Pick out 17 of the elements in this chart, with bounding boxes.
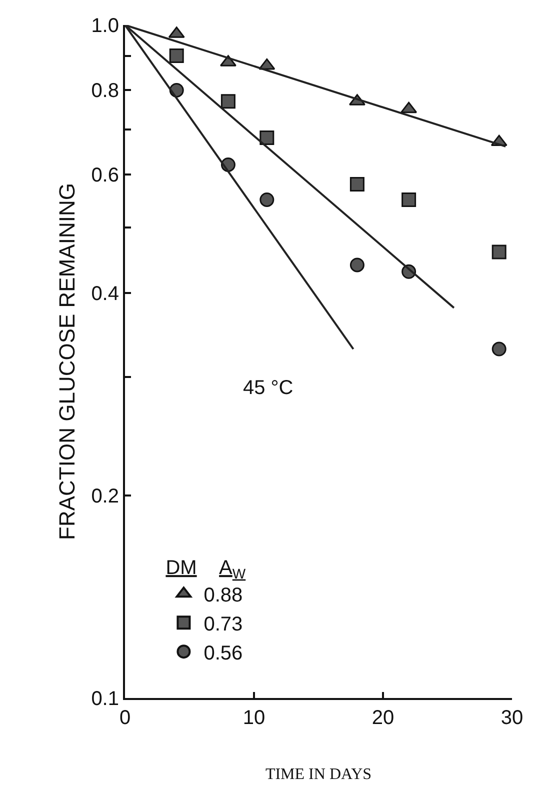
y-tick-label: 0.2: [91, 485, 119, 508]
x-tick-label: 0: [119, 707, 131, 729]
x-tick-label: 20: [372, 707, 394, 729]
legend-label: 0.88: [204, 584, 243, 606]
y-tick-label: 1.0: [91, 15, 119, 37]
legend-title: DM A$_{W}$: [166, 557, 246, 582]
x-axis-title: TIME IN DAYS: [265, 766, 372, 784]
y-axis-title: FRACTION GLUCOSE REMAINING: [54, 183, 80, 540]
y-tick-label: 0.6: [91, 164, 119, 186]
legend-label: 0.56: [204, 642, 243, 664]
y-tick-label: 0.8: [91, 80, 119, 102]
y-tick-label: 0.1: [91, 688, 119, 710]
x-tick-label: 30: [500, 707, 524, 729]
legend-label: 0.73: [204, 613, 243, 636]
x-tick-label: 10: [242, 707, 266, 729]
annotation: 45 °C: [243, 377, 294, 399]
y-tick-label: 0.4: [91, 282, 119, 305]
